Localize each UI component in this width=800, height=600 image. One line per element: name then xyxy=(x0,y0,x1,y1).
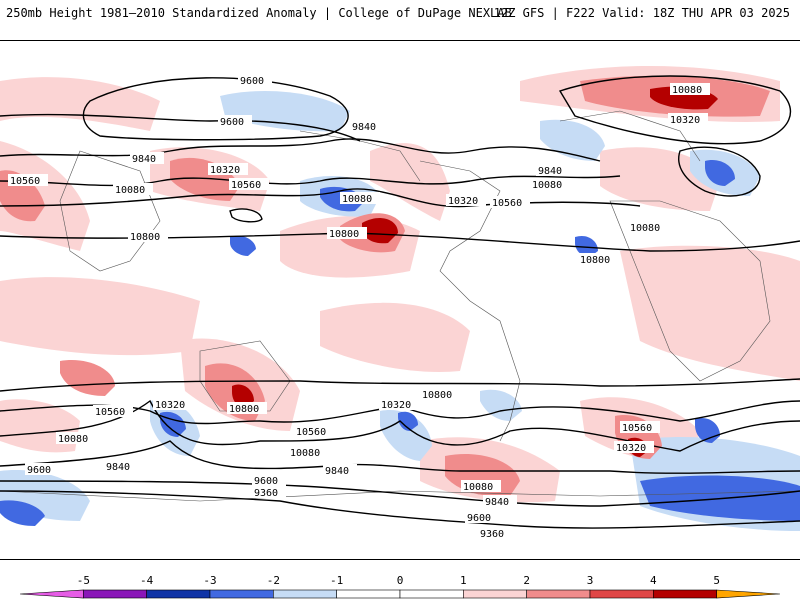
contour-label: 9360 xyxy=(254,488,278,499)
colorbar-tick-label: -4 xyxy=(140,574,154,587)
contour-label: 9600 xyxy=(27,465,51,476)
contour-label: 9840 xyxy=(352,122,376,133)
contour-label: 10320 xyxy=(155,400,185,411)
contour-label: 10320 xyxy=(448,196,478,207)
contour-label: 10320 xyxy=(670,115,700,126)
colorbar-segment xyxy=(19,589,84,599)
contour-label: 9840 xyxy=(325,466,349,477)
colorbar-segment xyxy=(336,589,401,599)
contour-label: 10560 xyxy=(231,180,261,191)
contour-label: 9360 xyxy=(480,529,504,540)
contour-label: 9600 xyxy=(240,76,264,87)
contour-label: 10560 xyxy=(296,427,326,438)
contour-label: 9600 xyxy=(220,117,244,128)
coastlines xyxy=(0,110,800,502)
colorbar: -5 -4 -3 -2 -1 0 1 2 3 4 5 xyxy=(0,560,800,600)
contour-label: 10800 xyxy=(580,255,610,266)
positive-anomaly-light xyxy=(0,66,800,503)
colorbar-segment xyxy=(273,589,337,599)
colorbar-tick-label: 5 xyxy=(713,574,720,587)
contour-label: 10080 xyxy=(290,448,320,459)
colorbar-segment xyxy=(589,589,654,599)
map-panel: 9600 9600 9840 9840 9840 10080 10080 100… xyxy=(0,40,800,560)
colorbar-segment xyxy=(399,589,464,599)
colorbar-tick-label: -1 xyxy=(330,574,343,587)
colorbar-segment xyxy=(83,589,147,599)
contour-label: 9840 xyxy=(106,462,130,473)
map-title: 250mb Height 1981–2010 Standardized Anom… xyxy=(6,6,512,20)
contour-label: 10800 xyxy=(422,390,452,401)
contour-label: 10560 xyxy=(622,423,652,434)
contour-label: 10080 xyxy=(630,223,660,234)
colorbar-tick-label: 2 xyxy=(523,574,530,587)
contour-label: 10080 xyxy=(672,85,702,96)
contour-label: 10080 xyxy=(58,434,88,445)
contour-label: 9840 xyxy=(485,497,509,508)
contour-label: 9840 xyxy=(538,166,562,177)
colorbar-ticks: -5 -4 -3 -2 -1 0 1 2 3 4 5 xyxy=(77,574,720,587)
colorbar-graphic: -5 -4 -3 -2 -1 0 1 2 3 4 5 xyxy=(19,574,781,599)
colorbar-tick-label: 4 xyxy=(650,574,657,587)
colorbar-segment xyxy=(716,589,781,599)
contour-label: 10560 xyxy=(10,176,40,187)
contour-label: 10560 xyxy=(492,198,522,209)
contour-label: 10800 xyxy=(130,232,160,243)
colorbar-segment xyxy=(146,589,211,599)
model-run-info: 12Z GFS | F222 Valid: 18Z THU APR 03 202… xyxy=(493,6,790,20)
contour-label: 10080 xyxy=(532,180,562,191)
contour-label: 10320 xyxy=(210,165,240,176)
colorbar-tick-label: 1 xyxy=(460,574,467,587)
colorbar-segment xyxy=(209,589,274,599)
colorbar-tick-label: -3 xyxy=(203,574,216,587)
contour-label-layer: 9600 9600 9840 9840 9840 10080 10080 100… xyxy=(8,74,710,540)
colorbar-segment xyxy=(653,589,717,599)
contour-label: 10560 xyxy=(95,407,125,418)
contour-label: 10080 xyxy=(463,482,493,493)
colorbar-tick-label: 3 xyxy=(587,574,594,587)
contour-label: 10320 xyxy=(381,400,411,411)
contour-label: 10800 xyxy=(329,229,359,240)
anomaly-map: 9600 9600 9840 9840 9840 10080 10080 100… xyxy=(0,66,800,540)
colorbar-tick-label: -5 xyxy=(77,574,90,587)
contour-label: 10800 xyxy=(229,404,259,415)
contour-label: 9600 xyxy=(467,513,491,524)
contour-label: 10080 xyxy=(115,185,145,196)
contour-label: 10080 xyxy=(342,194,372,205)
contour-label: 10320 xyxy=(616,443,646,454)
colorbar-tick-label: 0 xyxy=(397,574,404,587)
colorbar-segment xyxy=(526,589,591,599)
colorbar-tick-label: -2 xyxy=(267,574,280,587)
contour-label: 9840 xyxy=(132,154,156,165)
contour-label: 9600 xyxy=(254,476,278,487)
colorbar-segments xyxy=(19,589,781,599)
colorbar-segment xyxy=(463,589,527,599)
